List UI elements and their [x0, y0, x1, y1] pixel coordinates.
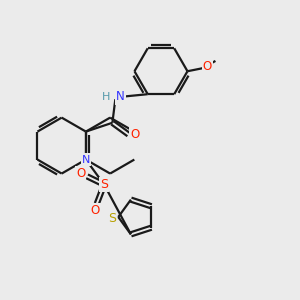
Text: O: O: [76, 167, 85, 181]
Text: O: O: [203, 60, 212, 73]
Text: S: S: [108, 212, 116, 225]
Text: H: H: [102, 92, 110, 102]
Text: O: O: [91, 204, 100, 217]
Text: O: O: [130, 128, 140, 141]
Text: N: N: [116, 90, 125, 104]
Text: S: S: [100, 178, 108, 191]
Text: N: N: [82, 154, 90, 165]
